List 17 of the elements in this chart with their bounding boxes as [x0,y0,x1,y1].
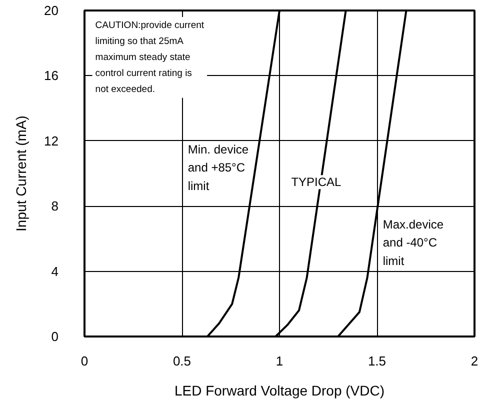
y-tick-label: 16 [44,68,59,84]
y-tick-label: 20 [44,3,59,18]
annotation: CAUTION:provide current limiting so that 25mA maximum steady state control current rating is not exceeded. [95,20,204,95]
x-tick-label: 1.5 [368,354,386,368]
x-axis-title: LED Forward Voltage Drop (VDC) [174,382,385,398]
y-tick-label: 12 [44,133,59,148]
series-label: TYPICAL [291,175,342,190]
x-tick-label: 2 [470,354,478,368]
x-tick-label: 0 [80,354,88,368]
y-axis-title: Input Current (mA) [13,116,30,232]
x-tick-label: 1 [276,354,284,368]
series-label: Max.device and -40°C limit [382,218,444,268]
y-tick-label: 0 [51,329,59,344]
y-tick-label: 4 [51,264,59,279]
series-label: Min. device and +85°C limit [188,142,249,193]
x-tick-label: 0.5 [172,354,192,368]
y-tick-label: 8 [51,198,59,214]
